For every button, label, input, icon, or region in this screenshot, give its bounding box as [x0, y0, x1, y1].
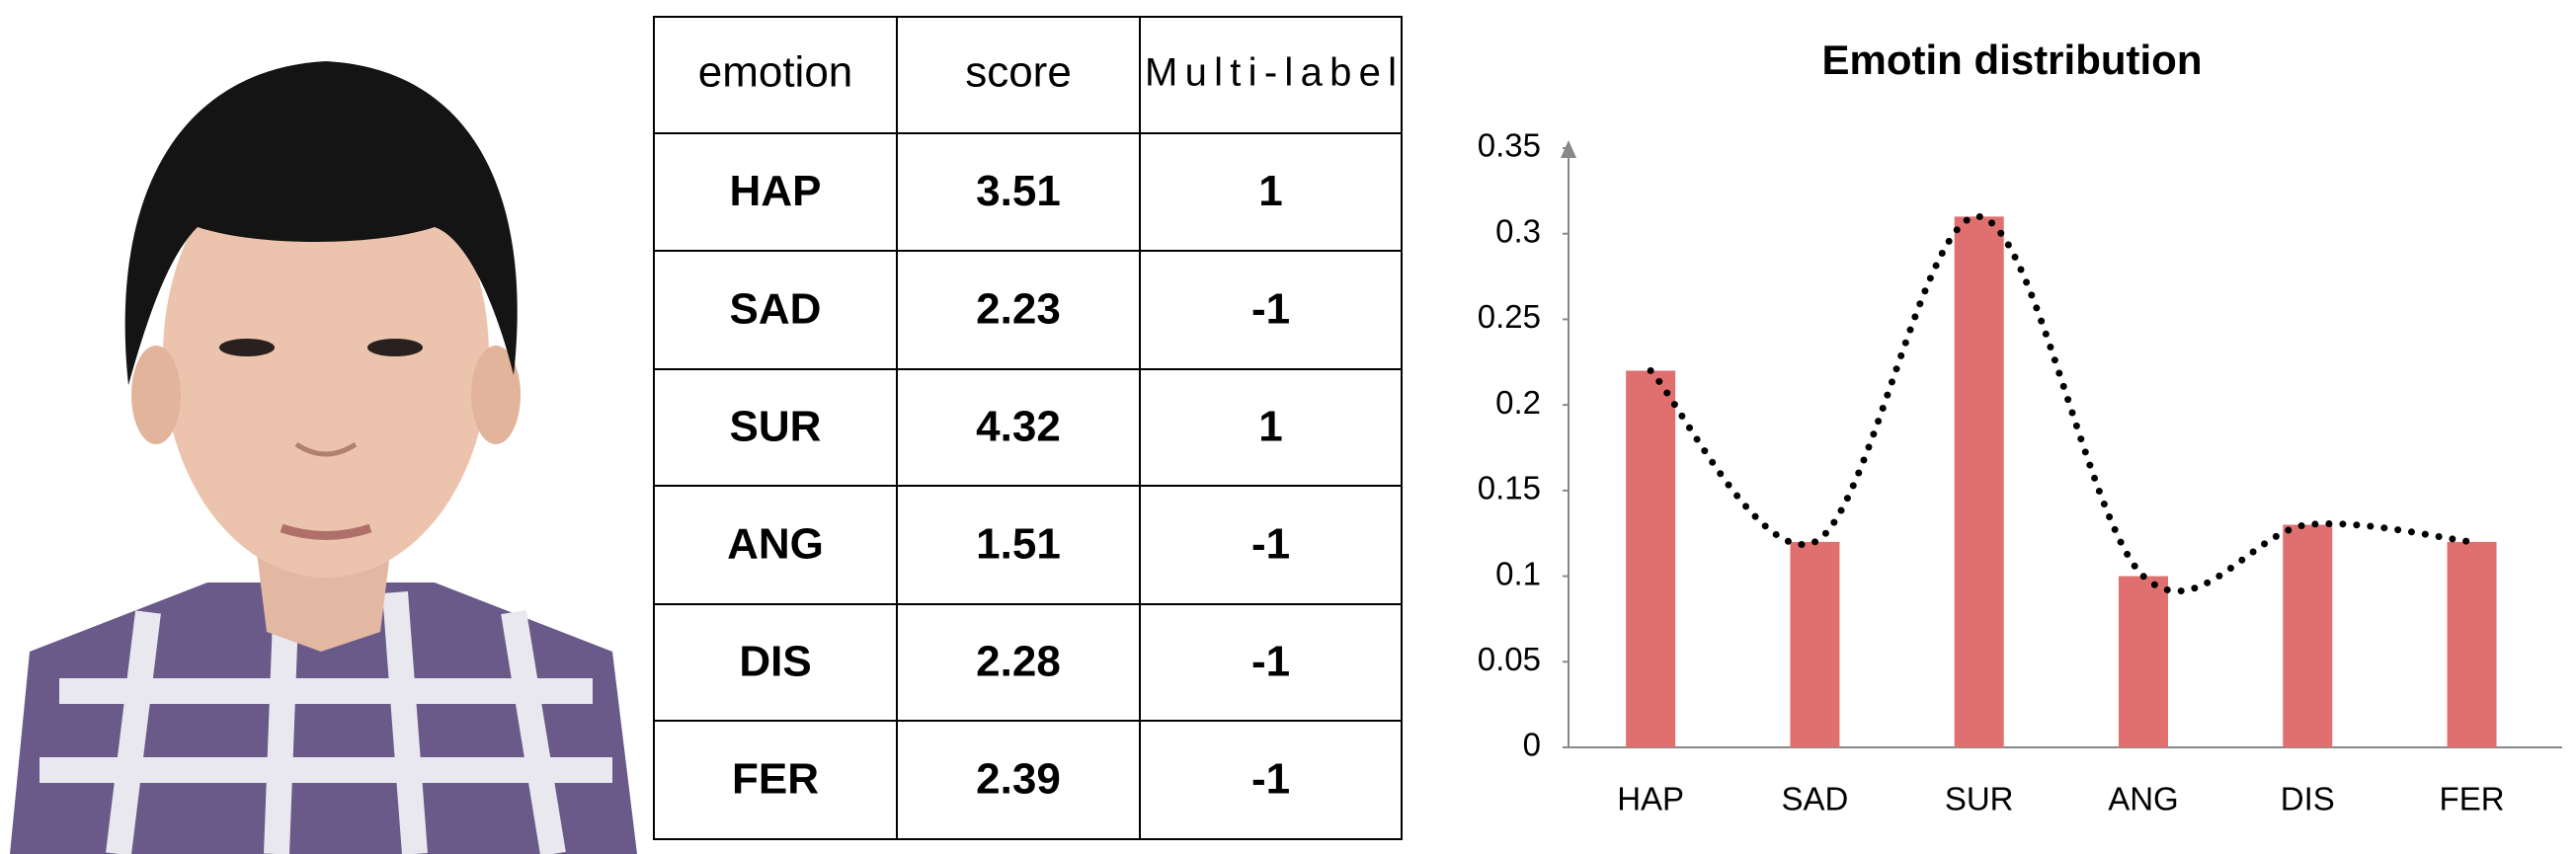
chart-title: Emotin distribution	[1822, 37, 2203, 83]
table-header-cell: emotion	[698, 48, 853, 97]
y-axis-arrow	[1561, 140, 1576, 158]
table-cell: 1	[1258, 167, 1282, 215]
table-cell: ANG	[727, 520, 824, 569]
y-tick-label: 0.35	[1478, 127, 1541, 164]
table-header-cell: Multi-label	[1145, 51, 1397, 95]
photo	[0, 0, 642, 854]
table-header-cell: score	[965, 48, 1072, 97]
y-tick-label: 0.05	[1478, 641, 1541, 677]
table-cell: 2.39	[976, 755, 1061, 804]
table-cell: HAP	[730, 167, 822, 215]
x-tick-label: ANG	[2108, 781, 2179, 817]
table-cell: 2.23	[976, 285, 1061, 334]
y-tick-label: 0.1	[1495, 555, 1541, 591]
bar	[1626, 370, 1676, 747]
table-cell: 3.51	[976, 167, 1061, 215]
table-cell: -1	[1251, 638, 1290, 686]
table-cell: SAD	[730, 285, 822, 334]
table-cell: -1	[1251, 285, 1290, 334]
x-tick-label: DIS	[2281, 781, 2335, 817]
bar	[2283, 524, 2333, 747]
x-tick-label: SUR	[1945, 781, 2014, 817]
y-tick-label: 0.2	[1495, 384, 1541, 421]
table-cell: SUR	[730, 403, 822, 451]
y-tick-label: 0.15	[1478, 470, 1541, 506]
bar	[2118, 576, 2168, 747]
y-tick-label: 0.25	[1478, 298, 1541, 335]
trend-line	[1647, 212, 2476, 595]
y-tick-label: 0.3	[1495, 212, 1541, 249]
table-cell: 1.51	[976, 520, 1061, 569]
table-border	[653, 16, 1403, 840]
x-tick-label: FER	[2440, 781, 2505, 817]
bar	[1790, 541, 1840, 747]
table-cell: -1	[1251, 755, 1290, 804]
bar	[2447, 541, 2497, 747]
table-cell: DIS	[739, 638, 811, 686]
table-cell: 1	[1258, 403, 1282, 451]
table-cell: FER	[732, 755, 819, 804]
y-tick-label: 0	[1523, 727, 1541, 763]
table-cell: -1	[1251, 520, 1290, 569]
bar	[1954, 216, 2004, 747]
x-tick-label: HAP	[1617, 781, 1684, 817]
table-cell: 4.32	[976, 403, 1061, 451]
x-tick-label: SAD	[1781, 781, 1848, 817]
table-cell: 2.28	[976, 638, 1061, 686]
